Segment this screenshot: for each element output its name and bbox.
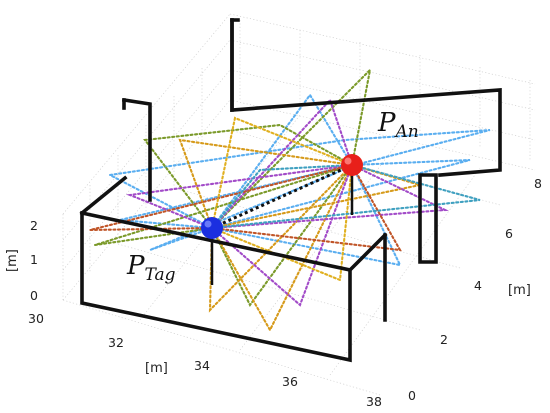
y-axis-label: [m] — [508, 283, 531, 298]
z-tick-1: 1 — [30, 252, 38, 267]
y-tick-6: 6 — [505, 226, 513, 241]
y-tick-8: 8 — [534, 176, 542, 191]
tag-point[interactable] — [201, 217, 223, 285]
x-tick-36: 36 — [282, 374, 298, 389]
anchor-label-sub: An — [394, 122, 419, 142]
y-tick-2: 2 — [440, 332, 448, 347]
tag-label-main: P — [126, 251, 145, 281]
y-tick-0: 0 — [408, 388, 416, 403]
back-grid — [62, 13, 536, 396]
z-tick-2: 2 — [30, 218, 38, 233]
x-axis-label: [m] — [145, 361, 168, 376]
x-tick-38: 38 — [366, 394, 382, 409]
tag-label: PTag — [126, 251, 176, 285]
anchor-sphere[interactable] — [341, 154, 363, 176]
x-tick-32: 32 — [108, 335, 124, 350]
anchor-label: PAn — [377, 108, 419, 142]
z-axis-label: [m] — [5, 249, 20, 272]
direct-path — [211, 163, 353, 230]
x-tick-30: 30 — [28, 311, 44, 326]
room-walls — [79, 18, 502, 363]
z-tick-0: 0 — [30, 288, 38, 303]
anchor-label-main: P — [377, 108, 396, 138]
y-tick-4: 4 — [474, 278, 482, 293]
tag-sphere[interactable] — [201, 217, 223, 239]
x-tick-34: 34 — [194, 358, 210, 373]
tag-label-sub: Tag — [145, 265, 176, 285]
anchor-point[interactable] — [341, 154, 363, 215]
